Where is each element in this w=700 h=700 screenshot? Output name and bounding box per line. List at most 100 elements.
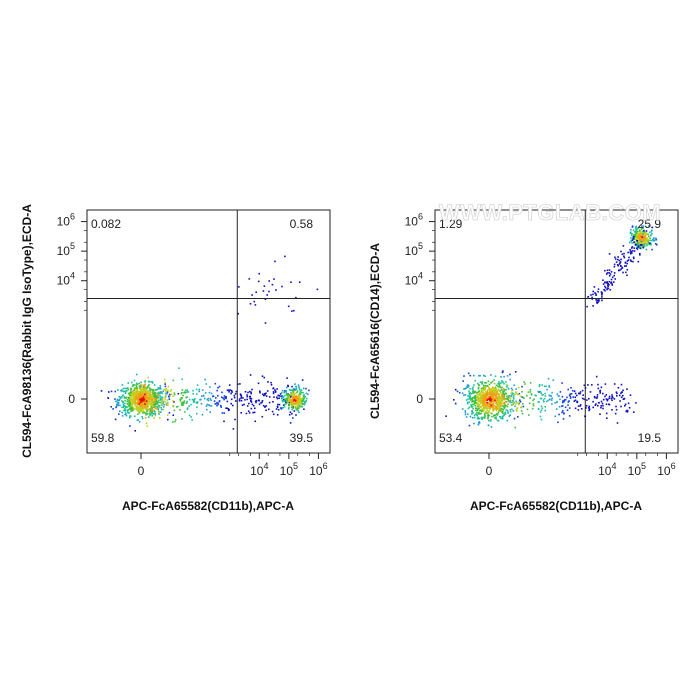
- data-point: [192, 389, 194, 392]
- data-point: [255, 291, 257, 293]
- data-point: [606, 272, 609, 274]
- data-point: [487, 380, 490, 382]
- data-point: [618, 263, 621, 265]
- data-point: [633, 247, 635, 249]
- data-point: [291, 389, 294, 391]
- data-point: [471, 401, 473, 403]
- data-point: [499, 401, 501, 403]
- data-point: [612, 396, 614, 399]
- data-point: [569, 397, 572, 399]
- data-point: [159, 397, 162, 400]
- data-point: [249, 396, 251, 398]
- data-point: [251, 403, 254, 406]
- data-point: [261, 400, 264, 402]
- data-point: [199, 399, 201, 401]
- data-point: [596, 302, 598, 304]
- data-point: [477, 382, 479, 385]
- data-point: [535, 394, 537, 397]
- data-point: [160, 403, 162, 405]
- data-point: [490, 426, 493, 428]
- data-point: [492, 403, 494, 406]
- data-point: [150, 405, 152, 407]
- data-point: [524, 383, 526, 385]
- data-point: [463, 394, 465, 397]
- data-point: [144, 412, 147, 414]
- data-point: [478, 375, 480, 377]
- data-point: [184, 389, 187, 392]
- data-point: [635, 229, 637, 231]
- data-point: [146, 425, 149, 427]
- data-point: [221, 396, 223, 399]
- data-point: [509, 409, 512, 411]
- data-point: [516, 393, 519, 396]
- data-point: [497, 407, 499, 410]
- data-point: [131, 402, 133, 404]
- data-point: [639, 254, 641, 256]
- data-point: [295, 385, 297, 388]
- data-point: [159, 388, 162, 390]
- data-point: [485, 406, 487, 408]
- data-point: [283, 399, 285, 402]
- data-point: [180, 398, 183, 400]
- data-point: [463, 388, 465, 390]
- data-point: [264, 298, 267, 301]
- data-point: [496, 404, 498, 406]
- data-point: [499, 405, 502, 407]
- data-point: [637, 260, 640, 263]
- data-point: [272, 391, 275, 393]
- data-point: [296, 397, 298, 399]
- data-point: [172, 379, 175, 382]
- data-point: [624, 405, 626, 407]
- data-point: [142, 401, 145, 404]
- data-point: [166, 392, 168, 395]
- y-tick-label: 106: [57, 212, 75, 229]
- data-point: [166, 404, 168, 406]
- data-point: [547, 399, 549, 402]
- data-point: [127, 411, 129, 414]
- data-point: [598, 299, 600, 301]
- data-point: [492, 401, 494, 403]
- data-point: [639, 243, 642, 245]
- data-point: [639, 241, 642, 244]
- data-point: [504, 400, 507, 403]
- data-point: [196, 412, 198, 415]
- data-point: [238, 400, 241, 402]
- data-point: [631, 225, 634, 227]
- data-point: [142, 396, 145, 398]
- data-point: [492, 391, 494, 393]
- data-point: [161, 398, 163, 401]
- data-point: [613, 274, 615, 277]
- data-point: [302, 391, 304, 394]
- data-point: [146, 387, 148, 389]
- data-point: [192, 401, 195, 404]
- data-point: [155, 395, 158, 397]
- data-point: [511, 389, 513, 392]
- data-point: [479, 374, 481, 377]
- data-point: [496, 412, 498, 415]
- data-point: [632, 229, 635, 232]
- data-point: [180, 392, 183, 395]
- data-point: [492, 405, 495, 408]
- data-point: [134, 388, 137, 391]
- data-point: [130, 393, 132, 395]
- data-point: [608, 272, 610, 274]
- data-point: [580, 408, 583, 410]
- data-point: [293, 399, 295, 402]
- data-point: [294, 405, 296, 408]
- data-point: [588, 408, 591, 411]
- data-point: [154, 393, 157, 396]
- data-point: [244, 399, 246, 401]
- data-point: [170, 393, 173, 395]
- data-point: [496, 398, 499, 401]
- data-point: [605, 412, 608, 415]
- data-point: [490, 382, 492, 384]
- data-point: [148, 398, 150, 400]
- data-point: [158, 404, 160, 407]
- data-point: [503, 403, 505, 405]
- data-point: [608, 253, 611, 255]
- data-point: [484, 404, 487, 407]
- data-point: [136, 401, 139, 403]
- data-point: [110, 390, 113, 393]
- data-point: [156, 388, 159, 391]
- data-point: [163, 388, 165, 391]
